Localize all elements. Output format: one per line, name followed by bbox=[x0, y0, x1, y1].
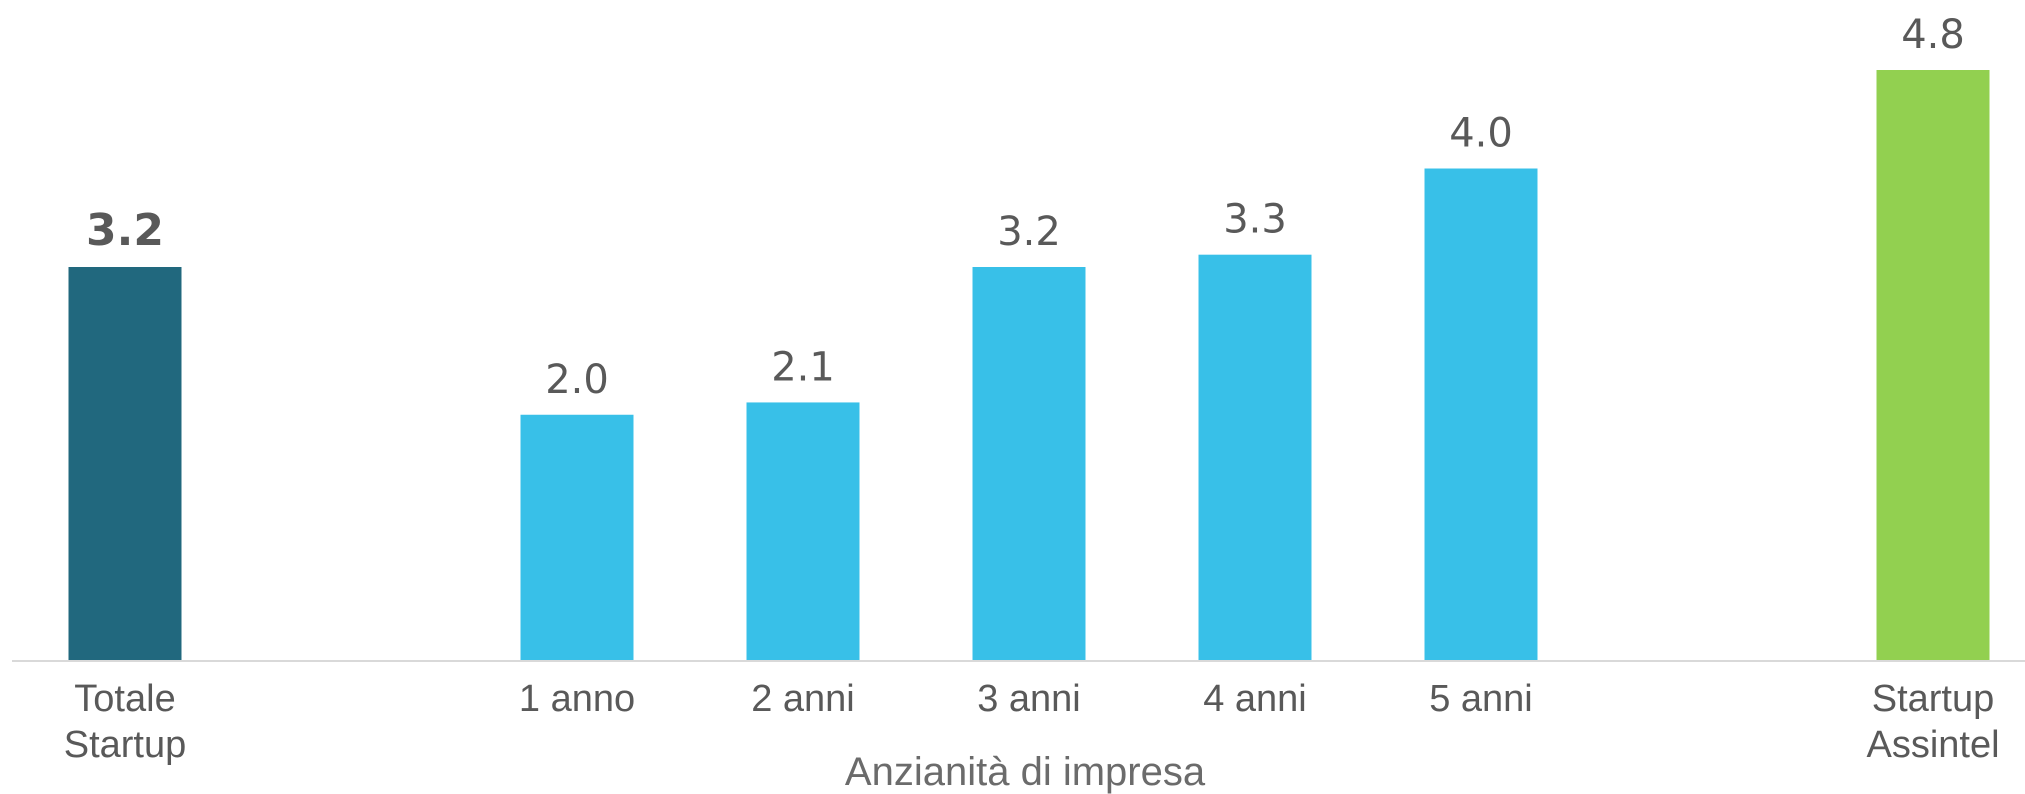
bar-4 bbox=[1198, 254, 1312, 661]
value-label-0: 3.2 bbox=[86, 205, 164, 256]
bars bbox=[68, 70, 1990, 661]
bar-6 bbox=[1876, 70, 1990, 661]
value-label-1: 2.0 bbox=[545, 357, 609, 403]
value-label-5: 4.0 bbox=[1449, 111, 1513, 157]
bar-3 bbox=[972, 267, 1086, 661]
bar-5 bbox=[1424, 168, 1538, 661]
tick-labels: Totale Startup 1 anno 2 anni 3 anni 4 anni 5 a… bbox=[64, 678, 2000, 766]
tick-label-1: 1 anno bbox=[519, 678, 635, 720]
value-label-2: 2.1 bbox=[771, 344, 835, 390]
bar-1 bbox=[520, 414, 634, 661]
value-label-6: 4.8 bbox=[1901, 12, 1965, 58]
tick-label-4: 4 anni bbox=[1203, 678, 1307, 720]
x-axis-title: Anzianità di impresa bbox=[845, 750, 1206, 794]
tick-label-6: Startup Assintel bbox=[1866, 678, 1999, 766]
value-labels: 3.2 2.0 2.1 3.2 3.3 4.0 4.8 bbox=[86, 12, 1965, 403]
value-label-4: 3.3 bbox=[1223, 197, 1287, 243]
value-label-3: 3.2 bbox=[997, 209, 1061, 255]
tick-label-5: 5 anni bbox=[1429, 678, 1533, 720]
bar-0 bbox=[68, 267, 182, 661]
bar-2 bbox=[746, 402, 860, 661]
tick-label-2: 2 anni bbox=[751, 678, 855, 720]
tick-label-3: 3 anni bbox=[977, 678, 1081, 720]
tick-label-0: Totale Startup bbox=[64, 678, 187, 766]
